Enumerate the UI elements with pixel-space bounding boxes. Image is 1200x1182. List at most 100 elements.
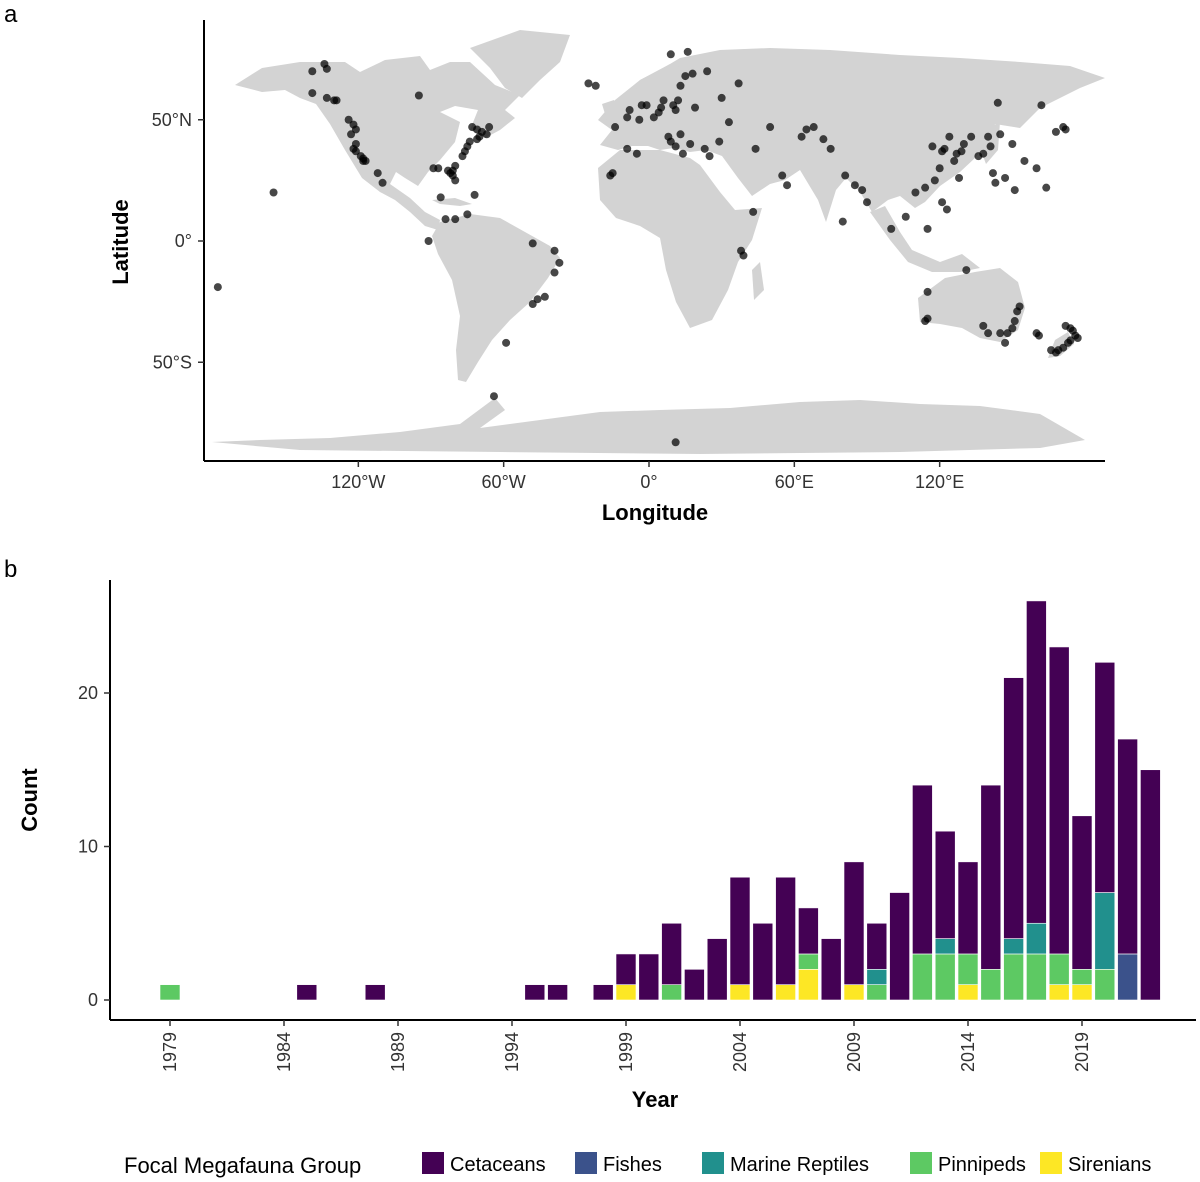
legend-title: Focal Megafauna Group xyxy=(124,1153,361,1178)
bar-segment-cetaceans xyxy=(706,938,728,1001)
bar-segment-cetaceans xyxy=(934,830,956,939)
map-point xyxy=(921,183,930,192)
map-point xyxy=(802,125,811,134)
bar-segment-cetaceans xyxy=(638,953,660,1001)
bar-segment-marine-reptiles xyxy=(1026,922,1047,955)
map-point xyxy=(451,161,460,170)
map-x-tick-label: 120°W xyxy=(331,472,385,492)
bar-x-tick-label: 1994 xyxy=(502,1032,522,1072)
map-point xyxy=(213,283,222,292)
map-point xyxy=(1032,329,1041,338)
land-madagascar xyxy=(752,262,764,300)
bar-axes: 0 10 20 1979 1984 1989 1994 1999 2004 2009 2014 201… xyxy=(78,580,1196,1072)
map-point xyxy=(468,123,477,132)
bar-segment-pinnipeds xyxy=(1026,953,1047,1001)
map-point xyxy=(739,251,748,260)
map-point xyxy=(703,67,712,76)
map-point xyxy=(659,96,668,105)
map-point xyxy=(606,171,615,180)
map-point xyxy=(984,132,993,141)
map-point xyxy=(528,300,537,309)
map-point xyxy=(623,144,632,153)
map-point xyxy=(436,193,445,202)
map-x-tick-label: 60°W xyxy=(482,472,526,492)
map-point xyxy=(322,64,331,73)
bar-x-tick-label: 1984 xyxy=(274,1032,294,1072)
bar-segment-cetaceans xyxy=(752,922,774,1001)
map-point xyxy=(841,171,850,180)
bar-segment-cetaceans xyxy=(661,922,682,985)
map-point xyxy=(676,81,685,90)
bar-segment-pinnipeds xyxy=(661,984,682,1001)
map-point xyxy=(451,215,460,224)
bar-segment-cetaceans xyxy=(1026,600,1047,924)
legend-swatch-pinnipeds xyxy=(910,1152,932,1174)
map-point xyxy=(1010,317,1019,326)
map-point xyxy=(700,144,709,153)
map-point xyxy=(441,215,450,224)
bar-x-tick-label: 2004 xyxy=(730,1032,750,1072)
land-antarctica xyxy=(212,398,1085,454)
bar-segment-cetaceans xyxy=(729,876,751,985)
map-point xyxy=(734,79,743,88)
map-point xyxy=(959,140,968,148)
map-point xyxy=(1051,127,1060,136)
map-point xyxy=(996,130,1005,139)
map-point xyxy=(938,147,947,156)
bar-segment-cetaceans xyxy=(547,984,568,1001)
map-point xyxy=(681,72,690,81)
map-point xyxy=(676,130,685,139)
map-point xyxy=(850,181,859,190)
map-point xyxy=(674,96,683,105)
map-point xyxy=(611,123,620,132)
map-point xyxy=(749,207,758,216)
map-point xyxy=(625,106,634,115)
map-point xyxy=(1008,140,1017,148)
map-point xyxy=(991,178,1000,187)
map-point xyxy=(308,67,317,76)
map-point xyxy=(666,50,675,59)
legend-label: Marine Reptiles xyxy=(730,1154,869,1176)
bar-segment-sirenians xyxy=(1048,984,1070,1001)
map-point xyxy=(751,144,760,153)
map-point xyxy=(463,210,472,219)
map-point xyxy=(584,79,593,88)
map-point xyxy=(373,169,382,178)
land-uk xyxy=(602,100,620,124)
map-point xyxy=(923,224,932,233)
map-point xyxy=(351,125,360,134)
map-point xyxy=(642,101,651,110)
bar-segment-cetaceans xyxy=(775,876,796,985)
bar-segment-cetaceans xyxy=(912,784,933,955)
legend: Focal Megafauna Group Cetaceans Fishes Mar… xyxy=(124,1152,1151,1178)
bar-segment-cetaceans xyxy=(980,784,1002,970)
map-point xyxy=(1020,156,1029,165)
legend-label: Fishes xyxy=(603,1154,662,1176)
map-point xyxy=(533,295,542,304)
bar-segment-pinnipeds xyxy=(798,953,819,970)
legend-label: Sirenians xyxy=(1068,1154,1151,1176)
map-point xyxy=(1010,186,1019,195)
map-point xyxy=(649,113,658,122)
panel-a-letter: a xyxy=(4,1,18,28)
bar-segment-sirenians xyxy=(957,984,979,1001)
map-point xyxy=(528,239,537,248)
bar-segment-cetaceans xyxy=(957,861,979,955)
land-south-america xyxy=(432,214,560,382)
bar-x-tick-label: 2009 xyxy=(844,1032,864,1072)
map-point xyxy=(945,132,954,141)
map-point xyxy=(819,135,828,144)
map-point xyxy=(988,169,997,178)
bar-segment-cetaceans xyxy=(843,861,865,985)
map-point xyxy=(974,152,983,161)
map-point xyxy=(540,292,549,301)
bar-segment-marine-reptiles xyxy=(1094,892,1116,970)
map-x-tick-label: 60°E xyxy=(775,472,814,492)
map-y-tick-label: 0° xyxy=(175,231,192,251)
map-sampling-points xyxy=(213,47,1082,447)
map-point xyxy=(1013,307,1022,316)
bar-segment-cetaceans xyxy=(866,922,888,970)
map-point xyxy=(347,130,356,139)
map-point xyxy=(632,149,641,158)
legend-swatch-sirenians xyxy=(1040,1152,1062,1174)
